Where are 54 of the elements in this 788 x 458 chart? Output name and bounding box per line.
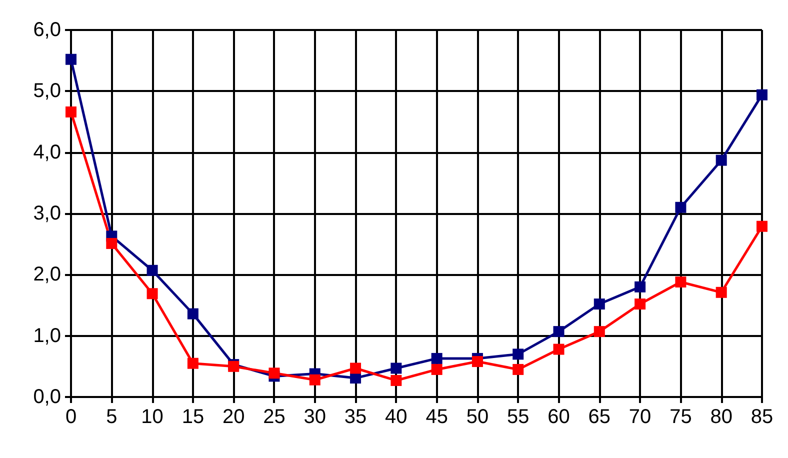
- point: [431, 352, 442, 364]
- point: [675, 202, 686, 213]
- point: [512, 364, 524, 375]
- point: [268, 368, 280, 379]
- x-tick-label: 10: [141, 406, 164, 428]
- point: [187, 308, 198, 320]
- y-tick-label: 4,0: [33, 141, 61, 164]
- x-tick-label: 55: [506, 406, 530, 428]
- point: [634, 281, 646, 292]
- point: [675, 276, 686, 288]
- y-tick-label: 2,0: [33, 264, 61, 286]
- point: [66, 106, 76, 118]
- x-tick-label: 35: [344, 406, 367, 428]
- point: [309, 374, 320, 386]
- point: [594, 326, 605, 338]
- x-tick-label: 45: [426, 406, 448, 428]
- x-tick-label: 15: [182, 406, 204, 428]
- x-tick-label: 65: [588, 406, 611, 428]
- x-tick-label: 20: [222, 406, 245, 428]
- y-tick-label: 1,0: [33, 324, 61, 347]
- point: [187, 358, 198, 369]
- point: [431, 364, 442, 375]
- x-tick-label: 60: [548, 406, 570, 428]
- y-tick-label: 6,0: [33, 19, 61, 41]
- point: [634, 298, 646, 310]
- x-tick-label: 25: [263, 406, 286, 428]
- point: [390, 362, 402, 374]
- y-tick-label: 5,0: [33, 80, 61, 102]
- x-tick-label: 50: [466, 406, 489, 428]
- point: [390, 374, 402, 386]
- x-tick-label: 70: [628, 406, 652, 428]
- point: [553, 344, 564, 355]
- x-tick-label: 5: [106, 406, 118, 428]
- point: [553, 326, 564, 338]
- point: [106, 238, 118, 249]
- x-tick-label: 30: [304, 406, 326, 428]
- point: [146, 288, 158, 300]
- x-tick-label: 85: [750, 406, 774, 428]
- point: [146, 264, 158, 276]
- x-tick-label: 80: [710, 406, 732, 428]
- y-tick-label: 0,0: [33, 386, 61, 408]
- point: [472, 356, 483, 368]
- point: [594, 298, 605, 310]
- point: [512, 348, 524, 360]
- x-tick-label: 40: [385, 406, 408, 428]
- point: [66, 54, 76, 65]
- point: [756, 220, 768, 232]
- point: [716, 154, 727, 166]
- point: [350, 362, 362, 374]
- y-tick-label: 3,0: [33, 202, 61, 224]
- x-tick-label: 0: [65, 406, 77, 428]
- point: [716, 286, 727, 298]
- x-tick-label: 75: [670, 406, 692, 428]
- point: [756, 89, 768, 100]
